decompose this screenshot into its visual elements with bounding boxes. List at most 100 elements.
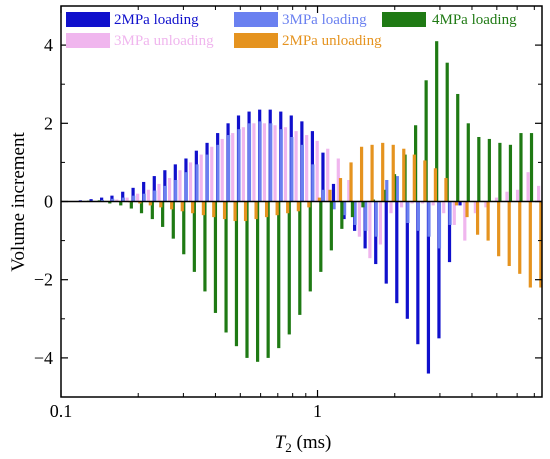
bar-2mpa-unloading (222, 201, 227, 220)
bar-3mpa-unloading (305, 135, 309, 202)
bar-4mpa-loading (529, 133, 534, 202)
bar-2mpa-unloading (433, 168, 438, 202)
bar-2mpa-loading (437, 201, 441, 339)
bar-2mpa-unloading (159, 201, 163, 208)
bar-3mpa-unloading (473, 201, 477, 214)
bar-4mpa-loading (119, 201, 123, 206)
bar-3mpa-loading (279, 129, 283, 202)
bar-2mpa-unloading (518, 201, 522, 274)
bar-3mpa-loading (427, 201, 431, 237)
bar-3mpa-unloading (115, 199, 119, 202)
bar-2mpa-unloading (454, 201, 459, 206)
bar-3mpa-loading (174, 180, 178, 202)
bar-3mpa-loading (385, 180, 389, 202)
bar-4mpa-loading (108, 201, 112, 204)
bar-2mpa-unloading (359, 146, 364, 202)
legend-swatch-2mpa-unloading (234, 33, 278, 48)
y-tick-label: −2 (34, 270, 53, 290)
bar-4mpa-loading (161, 201, 165, 227)
bar-2mpa-loading (100, 197, 104, 202)
bar-4mpa-loading (445, 62, 449, 202)
bar-2mpa-loading (405, 201, 409, 319)
bar-2mpa-unloading (148, 201, 152, 206)
bar-3mpa-unloading (241, 127, 245, 202)
bar-2mpa-unloading (170, 201, 174, 210)
bar-2mpa-loading (426, 201, 431, 374)
bars-group (76, 41, 543, 374)
bar-3mpa-loading (416, 201, 420, 231)
bar-3mpa-unloading (157, 183, 161, 202)
y-tick-label: 0 (44, 192, 53, 212)
bar-2mpa-unloading (539, 201, 543, 288)
bar-4mpa-loading (361, 201, 365, 208)
bar-3mpa-loading (195, 164, 199, 202)
y-tick-label: 4 (44, 35, 53, 55)
legend-label-3mpa-unloading: 3MPa unloading (114, 33, 214, 49)
bar-3mpa-loading (437, 201, 442, 249)
bar-2mpa-unloading (486, 201, 490, 241)
bar-3mpa-loading (205, 154, 209, 202)
bar-4mpa-loading (329, 201, 333, 251)
bar-3mpa-unloading (262, 123, 267, 202)
bar-2mpa-unloading (370, 144, 374, 202)
bar-4mpa-loading (245, 201, 249, 358)
bar-3mpa-unloading (326, 148, 330, 202)
bar-3mpa-unloading (463, 201, 467, 241)
bar-3mpa-unloading (368, 201, 372, 259)
bar-2mpa-unloading (475, 201, 480, 235)
bar-4mpa-loading (277, 201, 281, 349)
legend-swatch-2mpa-loading (66, 12, 110, 27)
bar-4mpa-loading (139, 201, 144, 214)
bar-3mpa-unloading (294, 131, 298, 202)
bar-4mpa-loading (319, 201, 323, 272)
bar-4mpa-loading (234, 201, 239, 347)
bar-2mpa-loading (447, 201, 452, 263)
bar-3mpa-loading (353, 201, 357, 225)
bar-2mpa-loading (416, 201, 420, 345)
bar-3mpa-unloading (146, 189, 150, 202)
bar-2mpa-unloading (507, 201, 511, 267)
bar-3mpa-unloading (252, 123, 256, 202)
bar-3mpa-loading (237, 129, 241, 202)
bar-3mpa-unloading (347, 180, 351, 202)
bar-4mpa-loading (308, 201, 312, 292)
bar-3mpa-loading (132, 195, 136, 202)
bar-3mpa-loading (332, 201, 336, 210)
bar-3mpa-unloading (526, 172, 530, 202)
bar-2mpa-unloading (444, 178, 448, 202)
bar-3mpa-unloading (167, 178, 172, 202)
bar-2mpa-unloading (296, 201, 300, 212)
bar-3mpa-loading (226, 135, 231, 202)
legend-swatch-3mpa-loading (234, 12, 278, 27)
bar-2mpa-unloading (286, 201, 290, 214)
bar-3mpa-unloading (188, 162, 193, 202)
bar-3mpa-loading (395, 176, 399, 202)
bar-2mpa-loading (384, 201, 388, 284)
bar-2mpa-loading (331, 183, 336, 202)
bar-2mpa-unloading (338, 178, 343, 202)
bar-3mpa-loading (448, 201, 452, 225)
bar-4mpa-loading (129, 201, 133, 209)
bar-4mpa-loading (466, 123, 470, 202)
bar-3mpa-unloading (442, 201, 446, 214)
y-axis-title: Volume increment (8, 132, 29, 272)
bar-4mpa-loading (182, 201, 186, 255)
bar-2mpa-unloading (328, 189, 332, 202)
bar-3mpa-loading (342, 201, 347, 216)
bar-3mpa-unloading (210, 146, 214, 202)
bar-4mpa-loading (203, 201, 207, 292)
bar-2mpa-unloading (254, 201, 258, 220)
bar-2mpa-unloading (391, 144, 395, 202)
bar-3mpa-unloading (410, 201, 414, 204)
bar-2mpa-loading (152, 176, 156, 202)
bar-3mpa-unloading (484, 201, 488, 208)
bar-4mpa-loading (224, 201, 228, 333)
bar-2mpa-unloading (465, 201, 469, 218)
bar-3mpa-unloading (283, 127, 288, 202)
bar-4mpa-loading (487, 138, 491, 202)
bar-3mpa-unloading (389, 201, 393, 214)
bar-3mpa-unloading (421, 201, 425, 204)
bar-3mpa-unloading (494, 197, 499, 202)
bar-3mpa-loading (163, 185, 167, 202)
